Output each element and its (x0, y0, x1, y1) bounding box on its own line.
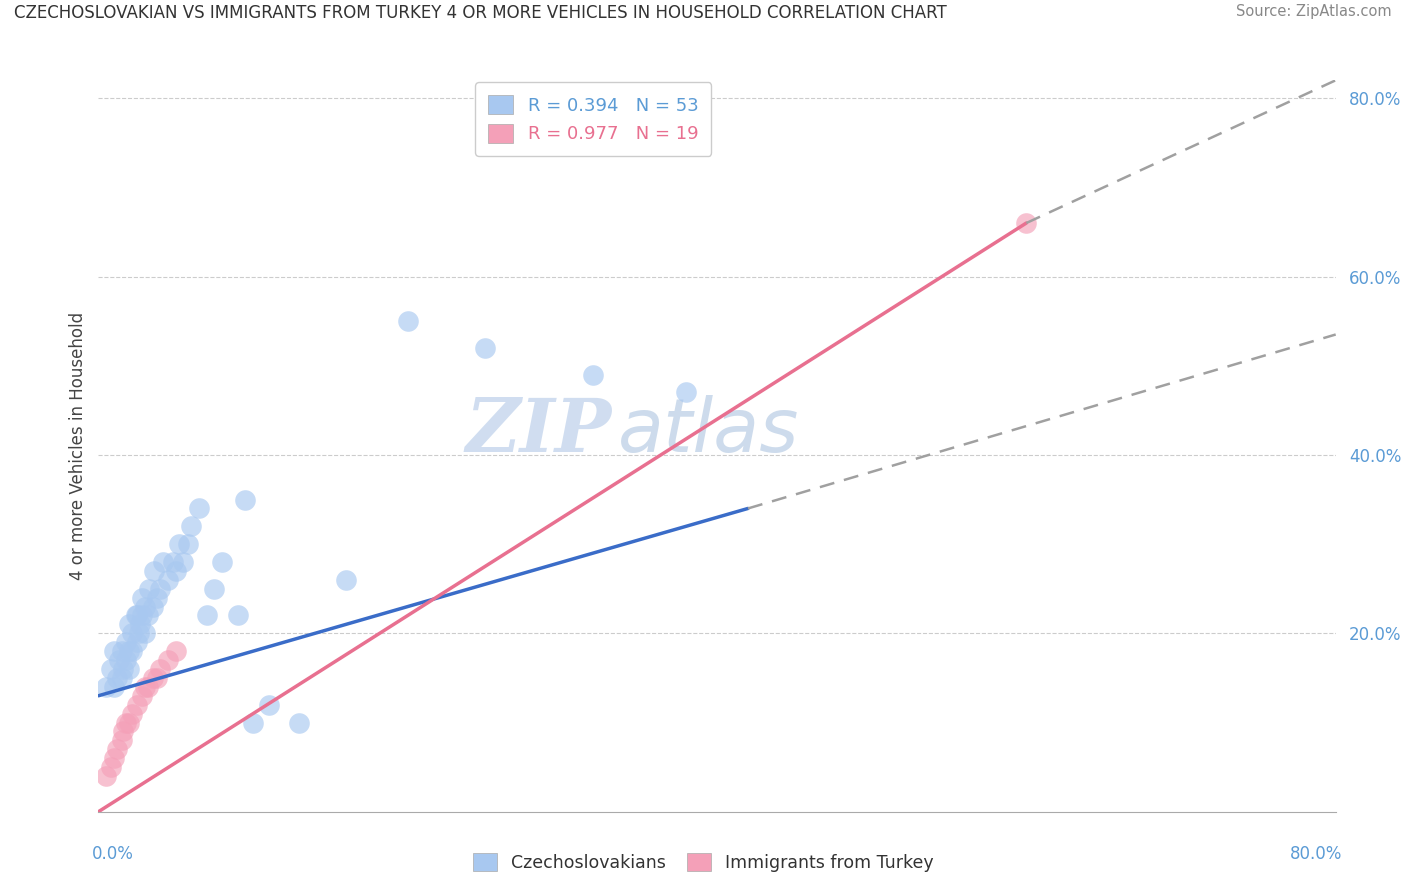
Point (177, 537, 200, 551)
Point (167, 537, 190, 551)
Point (136, 608, 159, 623)
Point (129, 617, 152, 632)
Point (172, 555, 194, 569)
Point (1015, 216, 1038, 230)
Point (115, 653, 138, 667)
Point (582, 368, 605, 382)
Y-axis label: 4 or more Vehicles in Household: 4 or more Vehicles in Household (69, 312, 87, 580)
Point (188, 501, 211, 516)
Text: CZECHOSLOVAKIAN VS IMMIGRANTS FROM TURKEY 4 OR MORE VEHICLES IN HOUSEHOLD CORREL: CZECHOSLOVAKIAN VS IMMIGRANTS FROM TURKE… (14, 4, 946, 22)
Point (149, 582, 172, 596)
Point (131, 608, 153, 623)
Point (115, 715, 138, 730)
Point (127, 635, 149, 649)
Point (146, 591, 169, 605)
Point (152, 555, 174, 569)
Point (288, 715, 311, 730)
Point (121, 706, 143, 721)
Point (128, 626, 150, 640)
Point (335, 573, 357, 587)
Point (134, 599, 156, 614)
Text: 0.0%: 0.0% (93, 845, 134, 863)
Point (118, 662, 141, 676)
Point (107, 653, 129, 667)
Point (118, 715, 141, 730)
Point (121, 626, 143, 640)
Point (138, 582, 160, 596)
Point (111, 733, 132, 747)
Point (118, 617, 141, 632)
Point (165, 644, 187, 658)
Legend: Czechoslovakians, Immigrants from Turkey: Czechoslovakians, Immigrants from Turkey (465, 847, 941, 879)
Text: Source: ZipAtlas.com: Source: ZipAtlas.com (1236, 4, 1392, 20)
Point (105, 671, 128, 685)
Text: ZIP: ZIP (465, 395, 612, 467)
Point (127, 698, 149, 712)
Point (105, 742, 128, 756)
Point (111, 644, 132, 658)
Point (96, 680, 118, 694)
Point (112, 662, 135, 676)
Legend: R = 0.394   N = 53, R = 0.977   N = 19: R = 0.394 N = 53, R = 0.977 N = 19 (475, 82, 711, 156)
Point (396, 314, 419, 328)
Point (211, 555, 233, 569)
Point (474, 341, 496, 355)
Point (131, 591, 153, 605)
Point (226, 608, 249, 623)
Point (111, 671, 132, 685)
Point (103, 751, 125, 765)
Point (96, 769, 118, 783)
Point (143, 564, 166, 578)
Point (257, 698, 280, 712)
Text: atlas: atlas (619, 395, 800, 467)
Point (103, 644, 125, 658)
Text: 80.0%: 80.0% (1289, 845, 1341, 863)
Point (118, 644, 141, 658)
Point (233, 492, 257, 507)
Point (134, 680, 156, 694)
Point (141, 671, 165, 685)
Point (149, 662, 172, 676)
Point (131, 689, 153, 703)
Point (165, 564, 187, 578)
Point (146, 671, 169, 685)
Point (134, 626, 156, 640)
Point (157, 573, 180, 587)
Point (121, 644, 143, 658)
Point (112, 724, 135, 739)
Point (675, 385, 697, 400)
Point (141, 599, 165, 614)
Point (124, 608, 146, 623)
Point (242, 715, 264, 730)
Point (204, 582, 226, 596)
Point (195, 608, 218, 623)
Point (136, 680, 159, 694)
Point (180, 519, 202, 533)
Point (103, 680, 125, 694)
Point (115, 635, 138, 649)
Point (100, 760, 122, 774)
Point (127, 608, 149, 623)
Point (157, 653, 180, 667)
Point (100, 662, 122, 676)
Point (162, 555, 184, 569)
